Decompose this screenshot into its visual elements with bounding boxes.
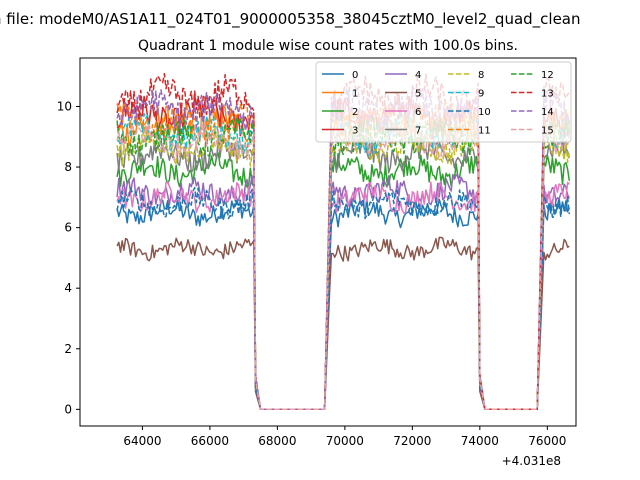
- x-tick-label: 72000: [393, 434, 431, 448]
- x-offset-label: +4.031e8: [502, 454, 561, 468]
- figure-suptitle: n file: modeM0/AS1A11_024T01_9000005358_…: [0, 10, 581, 29]
- legend-label-3: 3: [352, 126, 358, 137]
- legend-label-6: 6: [415, 107, 421, 118]
- legend-label-2: 2: [352, 107, 358, 118]
- y-tick-label: 4: [64, 281, 72, 295]
- y-axis: 0 2 4 6 8 10: [57, 99, 80, 416]
- plot-frame: [79, 57, 577, 427]
- legend-label-4: 4: [415, 70, 421, 81]
- legend-label-12: 12: [541, 70, 554, 81]
- legend-label-10: 10: [478, 107, 491, 118]
- x-axis: 64000 66000 68000 70000 72000 74000 76000: [123, 426, 566, 448]
- x-tick-label: 76000: [528, 434, 566, 448]
- chart-title: Quadrant 1 module wise count rates with …: [138, 38, 518, 54]
- legend-label-0: 0: [352, 70, 358, 81]
- legend-label-8: 8: [478, 70, 484, 81]
- y-tick-label: 0: [64, 402, 72, 416]
- legend-label-7: 7: [415, 126, 421, 137]
- legend-label-5: 5: [415, 89, 421, 100]
- legend-label-11: 11: [478, 126, 491, 137]
- x-tick-label: 66000: [191, 434, 229, 448]
- x-tick-label: 74000: [461, 434, 499, 448]
- y-tick-label: 10: [57, 99, 72, 113]
- y-tick-label: 8: [64, 160, 72, 174]
- x-tick-label: 70000: [326, 434, 364, 448]
- legend-label-1: 1: [352, 89, 358, 100]
- legend-label-15: 15: [541, 126, 554, 137]
- y-tick-label: 6: [64, 221, 72, 235]
- x-tick-label: 64000: [123, 434, 161, 448]
- legend-label-13: 13: [541, 89, 554, 100]
- series-line-13: [116, 72, 570, 411]
- x-tick-label: 68000: [258, 434, 296, 448]
- legend-frame: [315, 61, 572, 143]
- legend-label-14: 14: [541, 107, 554, 118]
- series-line-9: [117, 112, 570, 411]
- legend-label-9: 9: [478, 89, 484, 100]
- y-tick-label: 2: [64, 342, 72, 356]
